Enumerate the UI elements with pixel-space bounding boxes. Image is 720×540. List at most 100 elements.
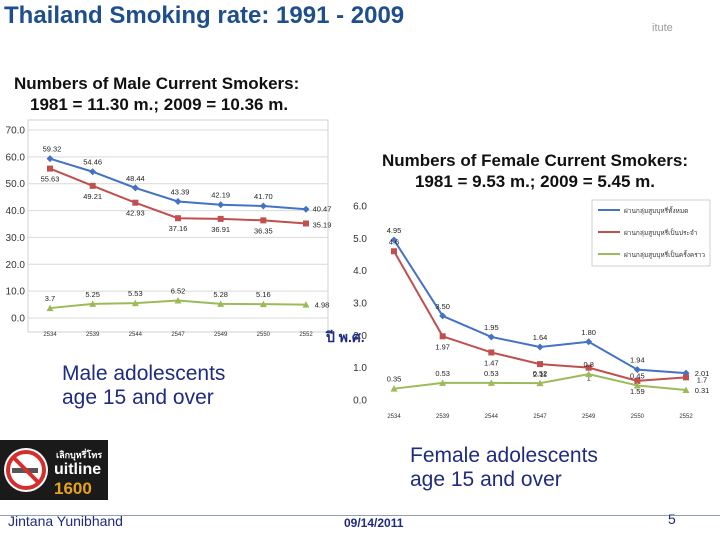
male-data-point bbox=[89, 182, 96, 189]
footer-bar bbox=[0, 504, 720, 540]
male-data-point bbox=[302, 301, 310, 308]
male-adolescents-label: Male adolescents age 15 and over bbox=[62, 362, 225, 410]
female-data-label: 1.59 bbox=[630, 387, 645, 396]
male-caption-line-2: 1981 = 11.30 m.; 2009 = 10.36 m. bbox=[30, 95, 289, 114]
female-data-label: 0.8 bbox=[583, 360, 593, 369]
female-data-label: 1.94 bbox=[630, 356, 645, 365]
male-data-label: 5.25 bbox=[85, 290, 100, 299]
male-data-point bbox=[89, 300, 97, 307]
female-y-tick-label: 5.0 bbox=[353, 234, 367, 245]
female-data-point bbox=[585, 338, 593, 346]
male-data-label: 59.32 bbox=[43, 145, 62, 154]
male-data-point bbox=[131, 184, 139, 192]
male-data-point bbox=[217, 215, 224, 222]
female-data-label: 2.11 bbox=[533, 370, 547, 379]
female-data-point bbox=[488, 349, 495, 356]
female-data-label: 0.52 bbox=[533, 369, 548, 378]
female-x-tick-label: 2539 bbox=[436, 414, 450, 420]
male-adol-line-1: Male adolescents bbox=[62, 362, 226, 385]
female-y-tick-label: 3.0 bbox=[353, 299, 367, 310]
male-data-point bbox=[46, 304, 54, 312]
female-data-label: 1.95 bbox=[484, 323, 499, 332]
male-data-label: 35.19 bbox=[313, 220, 332, 229]
female-data-label: 1.7 bbox=[697, 375, 707, 384]
female-data-label: 4.6 bbox=[389, 237, 399, 246]
female-data-label: 0.45 bbox=[630, 371, 645, 380]
male-y-tick-label: 10.0 bbox=[6, 287, 26, 298]
no-smoking-slash bbox=[11, 455, 41, 485]
female-y-tick-label: 1.0 bbox=[353, 363, 367, 374]
female-caption-line-1: Numbers of Female Current Smokers: bbox=[381, 151, 689, 170]
female-y-tick-label: 6.0 bbox=[353, 202, 367, 213]
female-data-point bbox=[391, 248, 397, 255]
footer-page-number: 5 bbox=[668, 511, 676, 527]
male-data-label: 36.91 bbox=[211, 225, 230, 234]
female-chart-series: 4.95 3.50 1.95 1.64 1.80 1.94 2.01 4.6 1.97 1.47 2… bbox=[387, 226, 710, 396]
male-data-point bbox=[302, 205, 310, 213]
male-y-tick-label: 20.0 bbox=[6, 260, 26, 271]
female-legend-label: ผ่านกลุ่มสูบบุหรี่เป็นครั้งคราว bbox=[624, 250, 705, 259]
male-caption-line-1: Numbers of Male Current Smokers: bbox=[14, 74, 300, 93]
male-chart-y-axis: 0.0 10.0 20.0 30.0 40.0 50.0 60.0 70.0 bbox=[6, 126, 26, 325]
female-data-label: 1.97 bbox=[435, 342, 450, 351]
female-y-tick-label: 0.0 bbox=[353, 396, 367, 407]
male-data-point bbox=[89, 168, 97, 176]
female-adol-line-2: age 15 and over bbox=[410, 468, 562, 491]
female-data-point bbox=[682, 386, 690, 393]
female-data-point bbox=[487, 333, 495, 341]
male-data-point bbox=[174, 197, 182, 205]
female-data-label: 1.47 bbox=[484, 358, 499, 367]
female-data-point bbox=[634, 377, 641, 384]
female-data-point bbox=[439, 312, 447, 320]
female-x-tick-label: 2547 bbox=[533, 414, 547, 420]
male-data-point bbox=[175, 215, 181, 222]
male-data-label: 6.52 bbox=[171, 286, 186, 295]
female-x-tick-label: 2534 bbox=[387, 414, 401, 420]
male-x-tick-label: 2552 bbox=[299, 332, 313, 338]
male-data-label: 5.16 bbox=[256, 290, 271, 299]
male-x-tick-label: 2550 bbox=[257, 332, 271, 338]
male-chart-series: 59.32 54.46 48.44 43.39 42.19 41.70 40.47 55.63… bbox=[41, 145, 332, 312]
male-data-label: 49.21 bbox=[83, 192, 102, 201]
footer-author: Jintana Yunibhand bbox=[8, 513, 123, 529]
female-x-tick-label: 2544 bbox=[485, 414, 499, 420]
male-data-label: 43.39 bbox=[171, 187, 190, 196]
female-smoking-chart: 0.0 1.0 2.0 3.0 4.0 5.0 6.0 2534 2539 2544 2547 25… bbox=[353, 199, 711, 420]
male-data-point bbox=[303, 220, 309, 227]
logo-phone-number: 1600 bbox=[54, 479, 92, 498]
x-axis-year-label: ปี พ.ศ. bbox=[326, 329, 365, 345]
female-y-tick-label: 2.0 bbox=[353, 331, 367, 342]
female-chart-x-axis: 2534 2539 2544 2547 2549 2550 2552 bbox=[387, 414, 693, 420]
male-data-label: 48.44 bbox=[126, 174, 145, 183]
female-data-point bbox=[683, 374, 689, 381]
male-chart-x-axis: 2534 2539 2544 2547 2549 2550 2552 bbox=[43, 332, 313, 338]
male-y-tick-label: 30.0 bbox=[6, 233, 26, 244]
female-x-tick-label: 2552 bbox=[679, 414, 693, 420]
female-legend-label: ผ่านกลุ่มสูบบุหรี่ทั้งหมด bbox=[624, 206, 688, 215]
logo-quitline-text: uitline bbox=[54, 461, 102, 478]
no-smoking-ring bbox=[6, 450, 46, 490]
female-data-point bbox=[585, 370, 593, 378]
female-data-point bbox=[633, 366, 641, 374]
male-data-label: 42.19 bbox=[211, 191, 230, 200]
footer-date: 09/14/2011 bbox=[344, 516, 404, 530]
female-data-point bbox=[390, 385, 398, 392]
male-y-tick-label: 60.0 bbox=[6, 152, 26, 163]
female-data-point bbox=[439, 379, 447, 386]
female-data-point bbox=[439, 333, 446, 340]
male-data-label: 5.53 bbox=[128, 289, 143, 298]
female-data-label: 1 bbox=[587, 374, 591, 383]
male-data-point bbox=[217, 201, 225, 209]
male-data-label: 55.63 bbox=[41, 175, 60, 184]
female-data-point bbox=[487, 379, 495, 386]
female-y-tick-label: 4.0 bbox=[353, 266, 367, 277]
female-data-label: 1.80 bbox=[581, 328, 596, 337]
male-x-tick-label: 2547 bbox=[171, 332, 185, 338]
male-data-point bbox=[217, 300, 225, 307]
female-data-point bbox=[633, 381, 641, 389]
page-title: Thailand Smoking rate: 1991 - 2009 bbox=[4, 2, 405, 29]
female-data-point bbox=[585, 364, 592, 371]
male-data-label: 36.35 bbox=[254, 226, 273, 235]
female-data-point bbox=[390, 236, 398, 244]
logo-thai-text: เลิกบุหรี่โทร bbox=[56, 450, 103, 460]
